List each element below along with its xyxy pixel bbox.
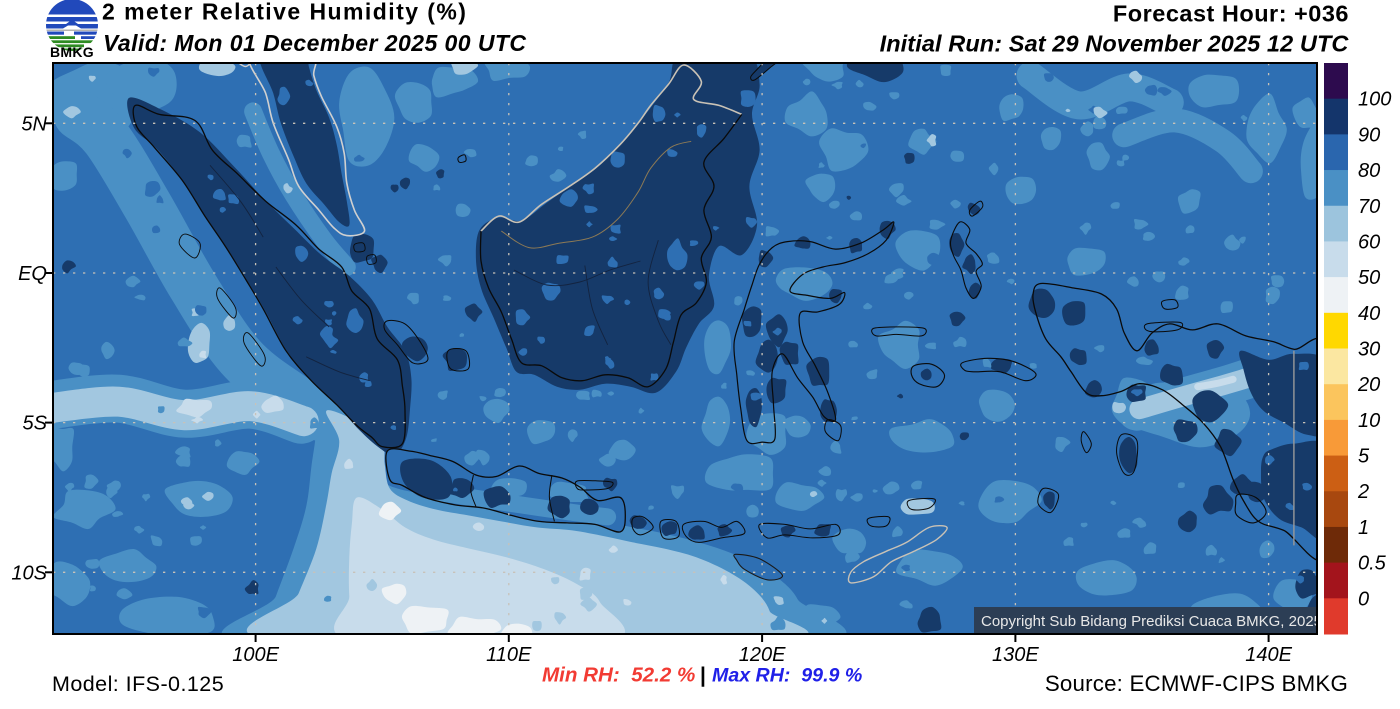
svg-text:Initial Run: Sat 29 November 2: Initial Run: Sat 29 November 2025 12 UTC bbox=[880, 31, 1350, 57]
svg-text:30: 30 bbox=[1358, 339, 1380, 361]
svg-text:1: 1 bbox=[1358, 517, 1369, 539]
svg-text:120E: 120E bbox=[739, 644, 786, 666]
svg-text:5: 5 bbox=[1358, 446, 1370, 468]
svg-text:Source: ECMWF-CIPS BMKG: Source: ECMWF-CIPS BMKG bbox=[1045, 671, 1348, 696]
svg-text:50: 50 bbox=[1358, 267, 1380, 289]
svg-text:Forecast Hour: +036: Forecast Hour: +036 bbox=[1113, 1, 1349, 27]
svg-text:|: | bbox=[700, 664, 706, 687]
svg-text:60: 60 bbox=[1358, 231, 1380, 253]
svg-text:0: 0 bbox=[1358, 588, 1369, 610]
svg-text:80: 80 bbox=[1358, 160, 1380, 182]
svg-text:110E: 110E bbox=[486, 644, 532, 666]
svg-text:5N: 5N bbox=[21, 113, 47, 135]
svg-text:10S: 10S bbox=[11, 562, 47, 584]
svg-text:10: 10 bbox=[1358, 410, 1380, 432]
svg-text:Model: IFS-0.125: Model: IFS-0.125 bbox=[52, 672, 224, 696]
svg-text:EQ: EQ bbox=[18, 263, 47, 285]
svg-text:Valid: Mon 01 December 2025 00: Valid: Mon 01 December 2025 00 UTC bbox=[103, 30, 527, 56]
svg-text:BMKG: BMKG bbox=[50, 44, 94, 60]
svg-text:100E: 100E bbox=[232, 644, 279, 666]
svg-text:5S: 5S bbox=[23, 413, 48, 435]
svg-text:Max RH: 99.9 %: Max RH: 99.9 % bbox=[712, 664, 862, 686]
svg-text:2 meter Relative Humidity (%): 2 meter Relative Humidity (%) bbox=[102, 0, 467, 25]
svg-text:20: 20 bbox=[1357, 374, 1380, 396]
svg-text:Min RH: 52.2 %: Min RH: 52.2 % bbox=[542, 663, 695, 686]
svg-text:70: 70 bbox=[1358, 196, 1380, 218]
svg-text:40: 40 bbox=[1358, 303, 1380, 325]
svg-text:90: 90 bbox=[1358, 124, 1380, 146]
svg-text:140E: 140E bbox=[1245, 644, 1292, 666]
svg-text:100: 100 bbox=[1358, 89, 1391, 111]
svg-text:Copyright Sub Bidang Prediksi: Copyright Sub Bidang Prediksi Cuaca BMKG… bbox=[981, 613, 1322, 630]
svg-text:2: 2 bbox=[1357, 481, 1369, 503]
svg-text:0.5: 0.5 bbox=[1358, 553, 1387, 575]
svg-text:130E: 130E bbox=[992, 644, 1039, 666]
